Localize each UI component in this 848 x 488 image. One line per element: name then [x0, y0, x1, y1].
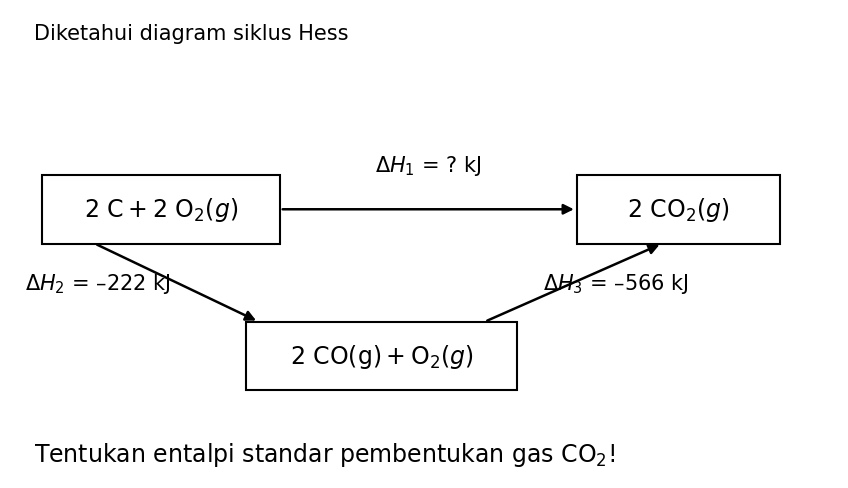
FancyBboxPatch shape	[42, 176, 280, 244]
Text: $\mathregular{2\ CO_2}$$(g)$: $\mathregular{2\ CO_2}$$(g)$	[628, 196, 729, 224]
Text: $\Delta H_3$ = –566 kJ: $\Delta H_3$ = –566 kJ	[543, 271, 689, 295]
Text: $\Delta H_2$ = –222 kJ: $\Delta H_2$ = –222 kJ	[25, 271, 171, 295]
Text: Diketahui diagram siklus Hess: Diketahui diagram siklus Hess	[34, 24, 349, 44]
Text: $\mathregular{2\ CO(g) + O_2}$$(g)$: $\mathregular{2\ CO(g) + O_2}$$(g)$	[290, 342, 473, 370]
Text: Tentukan entalpi standar pembentukan gas $\mathregular{CO_2}$!: Tentukan entalpi standar pembentukan gas…	[34, 440, 615, 468]
Text: $\Delta H_1$ = ? kJ: $\Delta H_1$ = ? kJ	[375, 154, 482, 178]
Text: $\mathregular{2\ C + 2\ O_2}$$(g)$: $\mathregular{2\ C + 2\ O_2}$$(g)$	[84, 196, 238, 224]
FancyBboxPatch shape	[577, 176, 780, 244]
FancyBboxPatch shape	[246, 322, 517, 390]
